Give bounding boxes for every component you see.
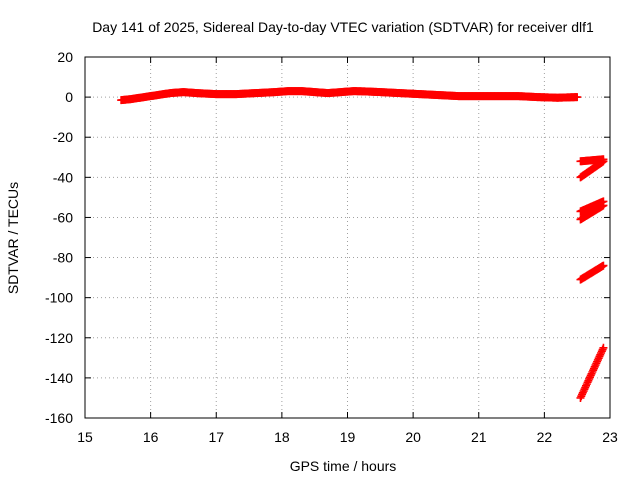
- x-tick-label: 16: [143, 429, 159, 445]
- chart-title: Day 141 of 2025, Sidereal Day-to-day VTE…: [92, 19, 594, 35]
- data-point: [599, 261, 608, 270]
- series-5: [576, 261, 608, 284]
- x-tick-label: 15: [77, 429, 93, 445]
- y-tick-label: -140: [45, 370, 73, 386]
- y-tick-label: 20: [57, 49, 73, 65]
- y-tick-label: -80: [53, 250, 73, 266]
- axis-ticks: 15 16 17 18 19 20 21 22 23 20 0 -20 -40 -60 -80 -100 -12…: [45, 49, 618, 445]
- y-tick-label: -20: [53, 129, 73, 145]
- data-point: [573, 93, 582, 102]
- data-point: [599, 201, 608, 210]
- y-tick-label: -60: [53, 209, 73, 225]
- x-tick-label: 18: [274, 429, 290, 445]
- x-tick-label: 21: [471, 429, 487, 445]
- y-tick-label: -40: [53, 169, 73, 185]
- y-tick-label: -100: [45, 290, 73, 306]
- series-6: [576, 343, 608, 402]
- series-4: [576, 201, 608, 224]
- series-2: [576, 157, 608, 182]
- series-0: [117, 87, 582, 105]
- x-tick-label: 17: [208, 429, 224, 445]
- x-tick-label: 23: [602, 429, 618, 445]
- x-tick-label: 20: [405, 429, 421, 445]
- x-axis-label: GPS time / hours: [290, 458, 397, 474]
- data-point: [599, 343, 608, 352]
- y-tick-label: 0: [65, 89, 73, 105]
- x-tick-label: 22: [537, 429, 553, 445]
- x-tick-label: 19: [340, 429, 356, 445]
- grid: [85, 57, 610, 418]
- y-tick-label: -120: [45, 330, 73, 346]
- y-axis-label: SDTVAR / TECUs: [5, 182, 21, 294]
- data-points: [117, 87, 608, 402]
- series-1: [576, 155, 608, 166]
- data-point: [599, 157, 608, 166]
- y-tick-label: -160: [45, 410, 73, 426]
